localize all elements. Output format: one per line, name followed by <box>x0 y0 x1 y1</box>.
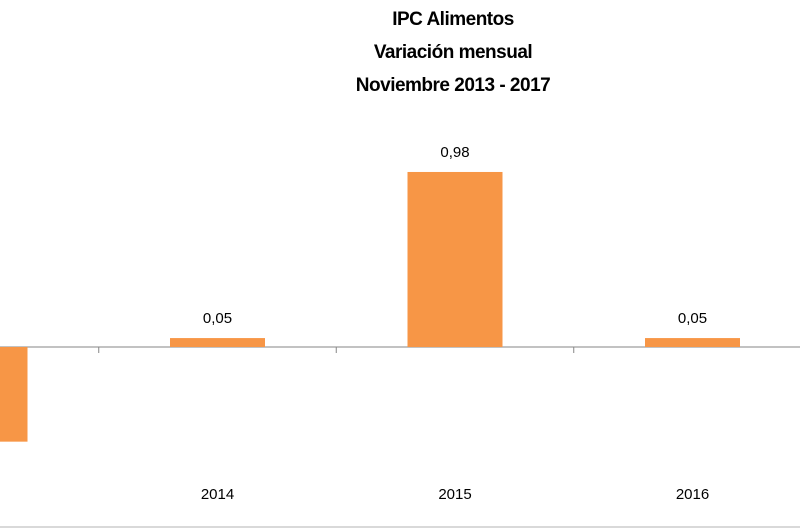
data-label: 0,98 <box>440 144 469 161</box>
x-tick-label: 2016 <box>676 486 709 503</box>
data-label: 0,05 <box>678 310 707 327</box>
data-label: 0,05 <box>203 310 232 327</box>
chart-subtitle: Variación mensual <box>374 42 532 63</box>
bar <box>0 347 28 442</box>
bar <box>407 171 503 347</box>
chart-subtitle: Noviembre 2013 - 2017 <box>356 75 550 96</box>
chart-title: IPC Alimentos <box>392 9 514 30</box>
bar <box>645 338 740 347</box>
bar <box>170 338 265 347</box>
x-tick-label: 2014 <box>201 486 234 503</box>
x-tick-label: 2015 <box>438 486 471 503</box>
